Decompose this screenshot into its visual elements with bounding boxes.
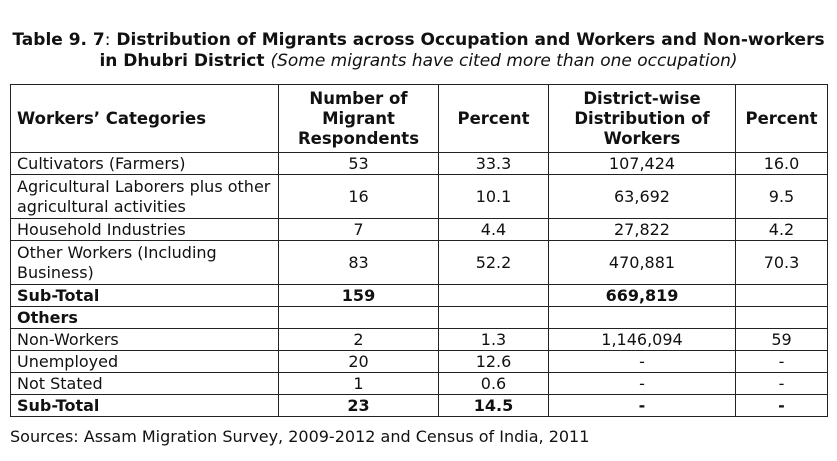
row-category: Not Stated: [10, 372, 279, 395]
row-respondents: 1: [278, 372, 439, 395]
row-respondents: 159: [278, 284, 439, 307]
row-category: Non-Workers: [10, 328, 279, 351]
row-district-workers: 669,819: [548, 284, 736, 307]
row-category: Agricultural Laborers plus other agricul…: [10, 174, 279, 219]
row-district-workers: 470,881: [548, 240, 736, 285]
row-district-percent: 4.2: [735, 218, 828, 241]
row-respondents: [278, 306, 439, 329]
row-district-percent: [735, 284, 828, 307]
caption-title: Distribution of Migrants across Occupati…: [99, 30, 825, 71]
caption-note: (Some migrants have cited more than one …: [270, 51, 738, 71]
row-district-percent: 70.3: [735, 240, 828, 285]
row-district-percent: -: [735, 394, 828, 417]
row-respondents: 83: [278, 240, 439, 285]
caption-colon: :: [104, 30, 111, 50]
header-district-distribution: District-wise Distribution of Workers: [548, 84, 736, 153]
row-respondents: 53: [278, 152, 439, 175]
row-district-workers: -: [548, 394, 736, 417]
row-district-percent: 16.0: [735, 152, 828, 175]
row-respondents: 20: [278, 350, 439, 373]
header-row: Workers’ Categories Number of Migrant Re…: [10, 84, 828, 153]
migrants-table: Workers’ Categories Number of Migrant Re…: [10, 84, 828, 417]
row-category: Unemployed: [10, 350, 279, 373]
table-row: Unemployed 20 12.6 - -: [10, 350, 828, 373]
caption-label: Table 9. 7: [12, 30, 105, 50]
table-caption: Table 9. 7: Distribution of Migrants acr…: [10, 30, 827, 72]
table-row: Other Workers (Including Business) 83 52…: [10, 240, 828, 285]
row-district-workers: 27,822: [548, 218, 736, 241]
table-row: Household Industries 7 4.4 27,822 4.2: [10, 218, 828, 241]
row-respondents: 7: [278, 218, 439, 241]
row-district-percent: 59: [735, 328, 828, 351]
table-row: Not Stated 1 0.6 - -: [10, 372, 828, 395]
row-district-percent: -: [735, 372, 828, 395]
row-percent: 14.5: [438, 394, 549, 417]
row-district-workers: -: [548, 350, 736, 373]
row-category: Others: [10, 306, 279, 329]
row-category: Cultivators (Farmers): [10, 152, 279, 175]
row-district-percent: -: [735, 350, 828, 373]
table-row: Agricultural Laborers plus other agricul…: [10, 174, 828, 219]
row-district-workers: 1,146,094: [548, 328, 736, 351]
section-row-others: Others: [10, 306, 828, 329]
row-percent: [438, 306, 549, 329]
row-district-percent: 9.5: [735, 174, 828, 219]
row-category: Sub-Total: [10, 394, 279, 417]
row-category: Household Industries: [10, 218, 279, 241]
row-respondents: 16: [278, 174, 439, 219]
row-percent: 33.3: [438, 152, 549, 175]
header-migrant-respondents: Number of Migrant Respondents: [278, 84, 439, 153]
row-percent: 10.1: [438, 174, 549, 219]
row-percent: 12.6: [438, 350, 549, 373]
row-category: Other Workers (Including Business): [10, 240, 279, 285]
table-row: Non-Workers 2 1.3 1,146,094 59: [10, 328, 828, 351]
subtotal-row: Sub-Total 159 669,819: [10, 284, 828, 307]
header-district-percent: Percent: [735, 84, 828, 153]
row-percent: 52.2: [438, 240, 549, 285]
row-category: Sub-Total: [10, 284, 279, 307]
row-percent: [438, 284, 549, 307]
header-workers-categories: Workers’ Categories: [10, 84, 279, 153]
row-district-workers: [548, 306, 736, 329]
row-district-workers: -: [548, 372, 736, 395]
row-respondents: 2: [278, 328, 439, 351]
header-percent: Percent: [438, 84, 549, 153]
row-district-percent: [735, 306, 828, 329]
row-percent: 1.3: [438, 328, 549, 351]
table-row: Cultivators (Farmers) 53 33.3 107,424 16…: [10, 152, 828, 175]
row-percent: 4.4: [438, 218, 549, 241]
sources-note: Sources: Assam Migration Survey, 2009-20…: [10, 427, 590, 446]
row-district-workers: 107,424: [548, 152, 736, 175]
row-percent: 0.6: [438, 372, 549, 395]
subtotal-row: Sub-Total 23 14.5 - -: [10, 394, 828, 417]
row-respondents: 23: [278, 394, 439, 417]
row-district-workers: 63,692: [548, 174, 736, 219]
